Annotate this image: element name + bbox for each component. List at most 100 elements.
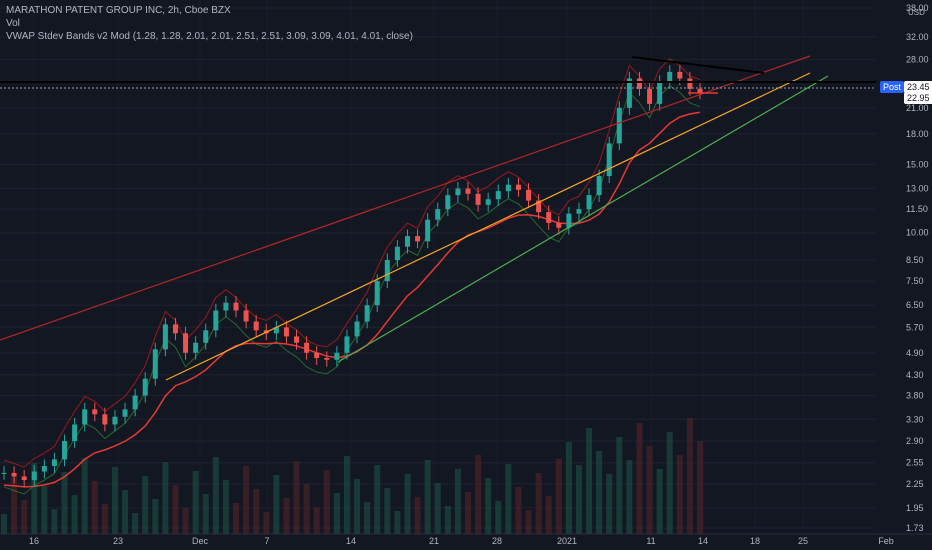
volume-bar	[1, 514, 7, 534]
time-tick-label: Dec	[192, 536, 209, 546]
candle-body	[253, 321, 259, 331]
post-market-badge: Post	[880, 81, 905, 93]
candle-body	[62, 441, 68, 460]
volume-bar	[374, 465, 381, 534]
volume-bar	[686, 418, 693, 534]
chart-legend: MARATHON PATENT GROUP INC, 2h, Cboe BZX …	[6, 4, 413, 43]
volume-bar	[132, 513, 139, 534]
candle-body	[51, 459, 57, 467]
price-tick-label: 13.00	[906, 184, 929, 194]
volume-bar	[515, 487, 522, 534]
volume-bar	[444, 506, 451, 534]
volume-bar	[394, 511, 401, 534]
time-tick-label: 2021	[557, 536, 577, 546]
price-tick-label: 28.00	[906, 54, 929, 64]
volume-bar	[172, 485, 179, 534]
volume-bar	[545, 496, 552, 534]
vwap-lower-band	[3, 85, 701, 495]
price-tick-label: 1.95	[906, 503, 924, 513]
volume-bar	[61, 472, 68, 534]
candle-body	[404, 236, 410, 247]
volume-bar	[333, 493, 340, 534]
price-tick-label: 2.25	[906, 479, 924, 489]
volume-bar	[364, 502, 371, 534]
price-tick-label: 2.90	[906, 436, 924, 446]
volume-bar	[31, 463, 38, 534]
volume-bar	[202, 494, 209, 534]
volume-bar	[495, 501, 502, 534]
candle-body	[102, 414, 108, 425]
candle-body	[596, 176, 602, 196]
candle-body	[667, 71, 673, 82]
price-tick-label: 5.70	[906, 322, 924, 332]
time-tick-label: 28	[492, 536, 502, 546]
volume-bar	[71, 495, 78, 534]
candle-body	[193, 342, 199, 353]
volume-bar	[656, 469, 663, 534]
volume-bar	[122, 490, 129, 534]
candle-body	[546, 212, 552, 223]
candle-body	[283, 327, 289, 337]
time-tick-label: 16	[29, 536, 39, 546]
volume-bar	[434, 483, 441, 534]
candle-body	[223, 302, 229, 311]
vwap-upper-band	[3, 58, 701, 468]
orange-trend-line	[165, 72, 811, 381]
volume-bar	[525, 510, 532, 534]
volume-bar	[142, 476, 149, 534]
volume-bar	[454, 469, 461, 534]
volume-bar	[626, 460, 633, 534]
candle-body	[92, 409, 98, 415]
price-tick-label: 4.30	[906, 370, 924, 380]
candle-body	[142, 378, 148, 396]
time-tick-label: 18	[750, 536, 760, 546]
candle-body	[687, 78, 693, 89]
candle-body	[132, 395, 138, 410]
candle-body	[172, 324, 178, 334]
price-tick-label: 38.00	[906, 3, 929, 13]
candle-body	[364, 305, 370, 322]
price-tick-label: 4.90	[906, 348, 924, 358]
volume-bar	[111, 467, 118, 534]
vwap-indicator-label[interactable]: VWAP Stdev Bands v2 Mod (1.28, 1.28, 2.0…	[6, 31, 413, 42]
volume-bar	[263, 512, 270, 534]
volume-bar	[404, 474, 411, 534]
time-axis[interactable]: 16 23 Dec 7 14 21 28 2021 11 14 18 25 Feb	[0, 533, 932, 546]
candle-body	[505, 184, 511, 192]
volume-bar	[676, 455, 683, 534]
symbol-title[interactable]: MARATHON PATENT GROUP INC, 2h, Cboe BZX	[6, 5, 231, 16]
volume-bar	[283, 498, 290, 534]
candle-body	[556, 222, 562, 228]
volume-bar	[253, 489, 260, 534]
candle-body	[576, 209, 582, 214]
candle-body	[515, 184, 521, 190]
volume-bar	[162, 462, 169, 534]
candle-body	[415, 236, 421, 242]
candle-body	[152, 349, 158, 379]
time-tick-label: 14	[346, 536, 356, 546]
volume-bar	[424, 460, 431, 534]
volume-bar	[343, 456, 350, 534]
volume-bar	[21, 500, 28, 534]
volume-bar	[212, 457, 219, 534]
volume-bar	[475, 455, 482, 534]
currency-label: USD	[908, 8, 925, 17]
volume-bar	[384, 488, 391, 534]
time-tick-label: Feb	[878, 536, 894, 546]
volume-indicator-label[interactable]: Vol	[6, 18, 20, 29]
volume-bar	[505, 464, 512, 534]
volume-bar	[596, 451, 603, 534]
volume-bar	[414, 497, 421, 534]
volume-bar	[606, 474, 613, 534]
last-price-tag: 22.95	[904, 92, 932, 104]
candle-body	[41, 466, 47, 472]
time-tick-label: 23	[113, 536, 123, 546]
candle-body	[304, 342, 310, 353]
volume-bar	[192, 471, 199, 534]
volume-bar	[565, 442, 572, 534]
volume-bar	[616, 437, 623, 534]
candle-body	[122, 409, 128, 417]
candle-body	[213, 310, 219, 331]
